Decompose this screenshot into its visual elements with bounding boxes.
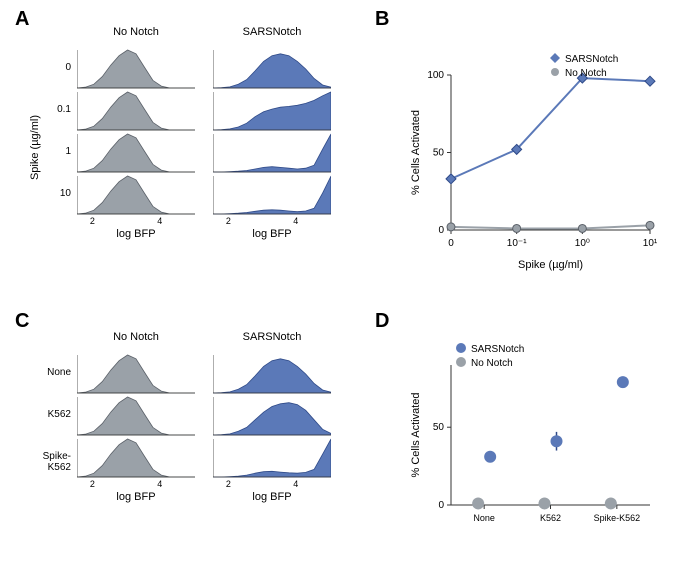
hist-xtick: 4 bbox=[293, 479, 298, 489]
hist-cell bbox=[77, 174, 195, 216]
svg-text:K562: K562 bbox=[540, 513, 561, 523]
hist-cell bbox=[77, 90, 195, 132]
hist-row-label: K562 bbox=[35, 409, 71, 420]
hist-cell bbox=[213, 437, 331, 479]
hist-row-label: Spike-K562 bbox=[35, 451, 71, 473]
svg-text:0: 0 bbox=[438, 225, 444, 236]
hist-xtick: 2 bbox=[90, 216, 95, 226]
panel-b: 0 50 100 0 10⁻¹ 10⁰ 10¹ Spike (µg/ml) % Cells Ac… bbox=[405, 45, 660, 280]
hist-col2-title: SARSNotch bbox=[213, 26, 331, 38]
hist-col1-title: No Notch bbox=[77, 26, 195, 38]
svg-text:10⁰: 10⁰ bbox=[575, 238, 590, 249]
hist-cell bbox=[213, 353, 331, 395]
svg-text:SARSNotch: SARSNotch bbox=[565, 54, 618, 65]
hist-cell bbox=[213, 132, 331, 174]
svg-text:10¹: 10¹ bbox=[643, 238, 658, 249]
svg-text:0: 0 bbox=[438, 500, 444, 511]
panel-d-label: D bbox=[375, 310, 389, 333]
hist-row-label: 0 bbox=[35, 62, 71, 73]
hist-cell bbox=[213, 395, 331, 437]
hist-xtick: 4 bbox=[157, 479, 162, 489]
svg-text:50: 50 bbox=[433, 148, 445, 159]
svg-text:None: None bbox=[473, 513, 495, 523]
hist-xlabel: log BFP bbox=[213, 491, 331, 503]
hist-row-label: 1 bbox=[35, 146, 71, 157]
svg-text:Spike-K562: Spike-K562 bbox=[594, 513, 641, 523]
svg-text:% Cells Activated: % Cells Activated bbox=[410, 110, 422, 195]
hist-row-label: 0.1 bbox=[35, 104, 71, 115]
hist-cell bbox=[213, 48, 331, 90]
svg-text:100: 100 bbox=[427, 70, 444, 81]
hist-col1-title: No Notch bbox=[77, 331, 195, 343]
hist-cell bbox=[77, 395, 195, 437]
hist-cell bbox=[77, 132, 195, 174]
hist-row-label: 10 bbox=[35, 188, 71, 199]
panel-b-label: B bbox=[375, 8, 389, 31]
svg-text:10⁻¹: 10⁻¹ bbox=[507, 238, 527, 249]
svg-text:Spike (µg/ml): Spike (µg/ml) bbox=[518, 259, 583, 271]
svg-text:No Notch: No Notch bbox=[471, 358, 513, 369]
hist-xlabel: log BFP bbox=[213, 228, 331, 240]
svg-text:0: 0 bbox=[448, 238, 454, 249]
hist-cell bbox=[213, 90, 331, 132]
panel-c: No NotchSARSNotchNone K562 Spike-K562 24… bbox=[35, 335, 335, 550]
svg-text:50: 50 bbox=[433, 422, 445, 433]
hist-xlabel: log BFP bbox=[77, 491, 195, 503]
hist-row-label: None bbox=[35, 367, 71, 378]
hist-cell bbox=[213, 174, 331, 216]
panel-a-label: A bbox=[15, 8, 29, 31]
panel-a: Spike (µg/ml) No NotchSARSNotch0 0.1 1 1… bbox=[35, 30, 335, 290]
hist-col2-title: SARSNotch bbox=[213, 331, 331, 343]
hist-cell bbox=[77, 437, 195, 479]
hist-xtick: 2 bbox=[90, 479, 95, 489]
hist-cell bbox=[77, 48, 195, 90]
panel-d: 0 50 None K562 Spike-K562 % Cells Activated SA… bbox=[405, 335, 660, 550]
hist-xtick: 4 bbox=[293, 216, 298, 226]
hist-xtick: 4 bbox=[157, 216, 162, 226]
hist-cell bbox=[77, 353, 195, 395]
hist-xtick: 2 bbox=[226, 479, 231, 489]
panel-c-label: C bbox=[15, 310, 29, 333]
hist-xtick: 2 bbox=[226, 216, 231, 226]
hist-xlabel: log BFP bbox=[77, 228, 195, 240]
svg-text:No Notch: No Notch bbox=[565, 68, 607, 79]
svg-text:SARSNotch: SARSNotch bbox=[471, 344, 524, 355]
svg-text:% Cells Activated: % Cells Activated bbox=[410, 393, 422, 478]
